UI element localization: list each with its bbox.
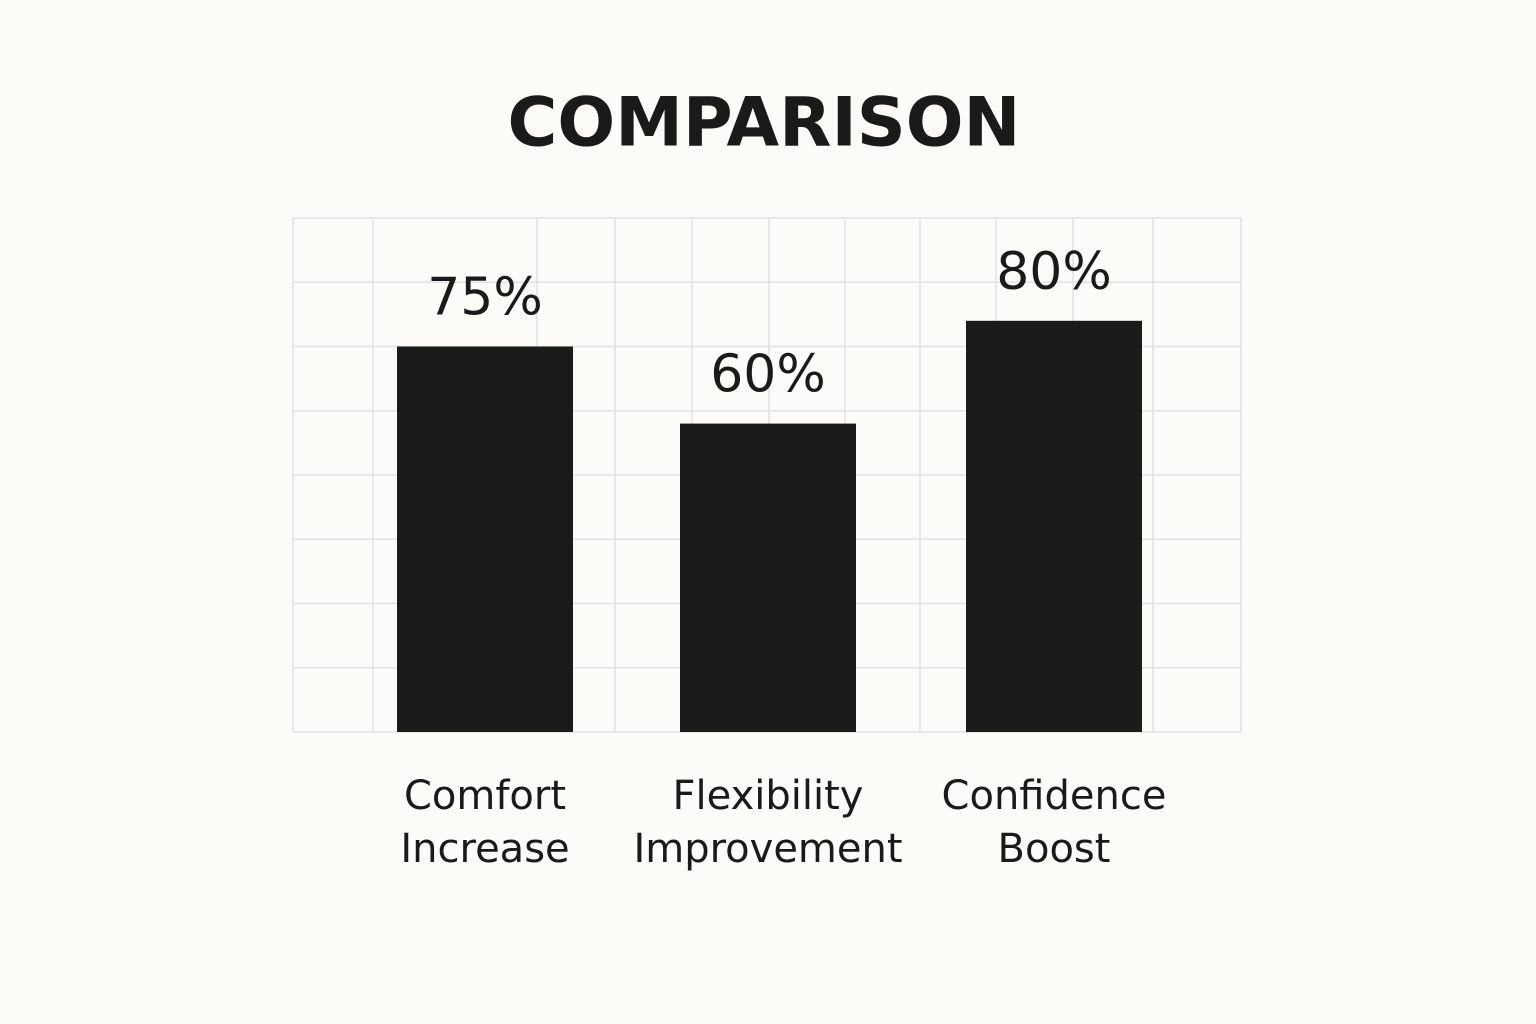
bar [680, 423, 856, 732]
chart-title: COMPARISON [508, 84, 1021, 163]
value-label: 80% [996, 242, 1112, 302]
bar [966, 320, 1142, 732]
value-label: 75% [427, 268, 543, 328]
x-tick-label: Confidence Boost [941, 773, 1167, 872]
value-label: 60% [710, 345, 826, 405]
x-tick-label: Flexibility Improvement [633, 773, 903, 872]
bar [397, 346, 573, 732]
x-tick-label: Comfort Increase [400, 773, 570, 872]
